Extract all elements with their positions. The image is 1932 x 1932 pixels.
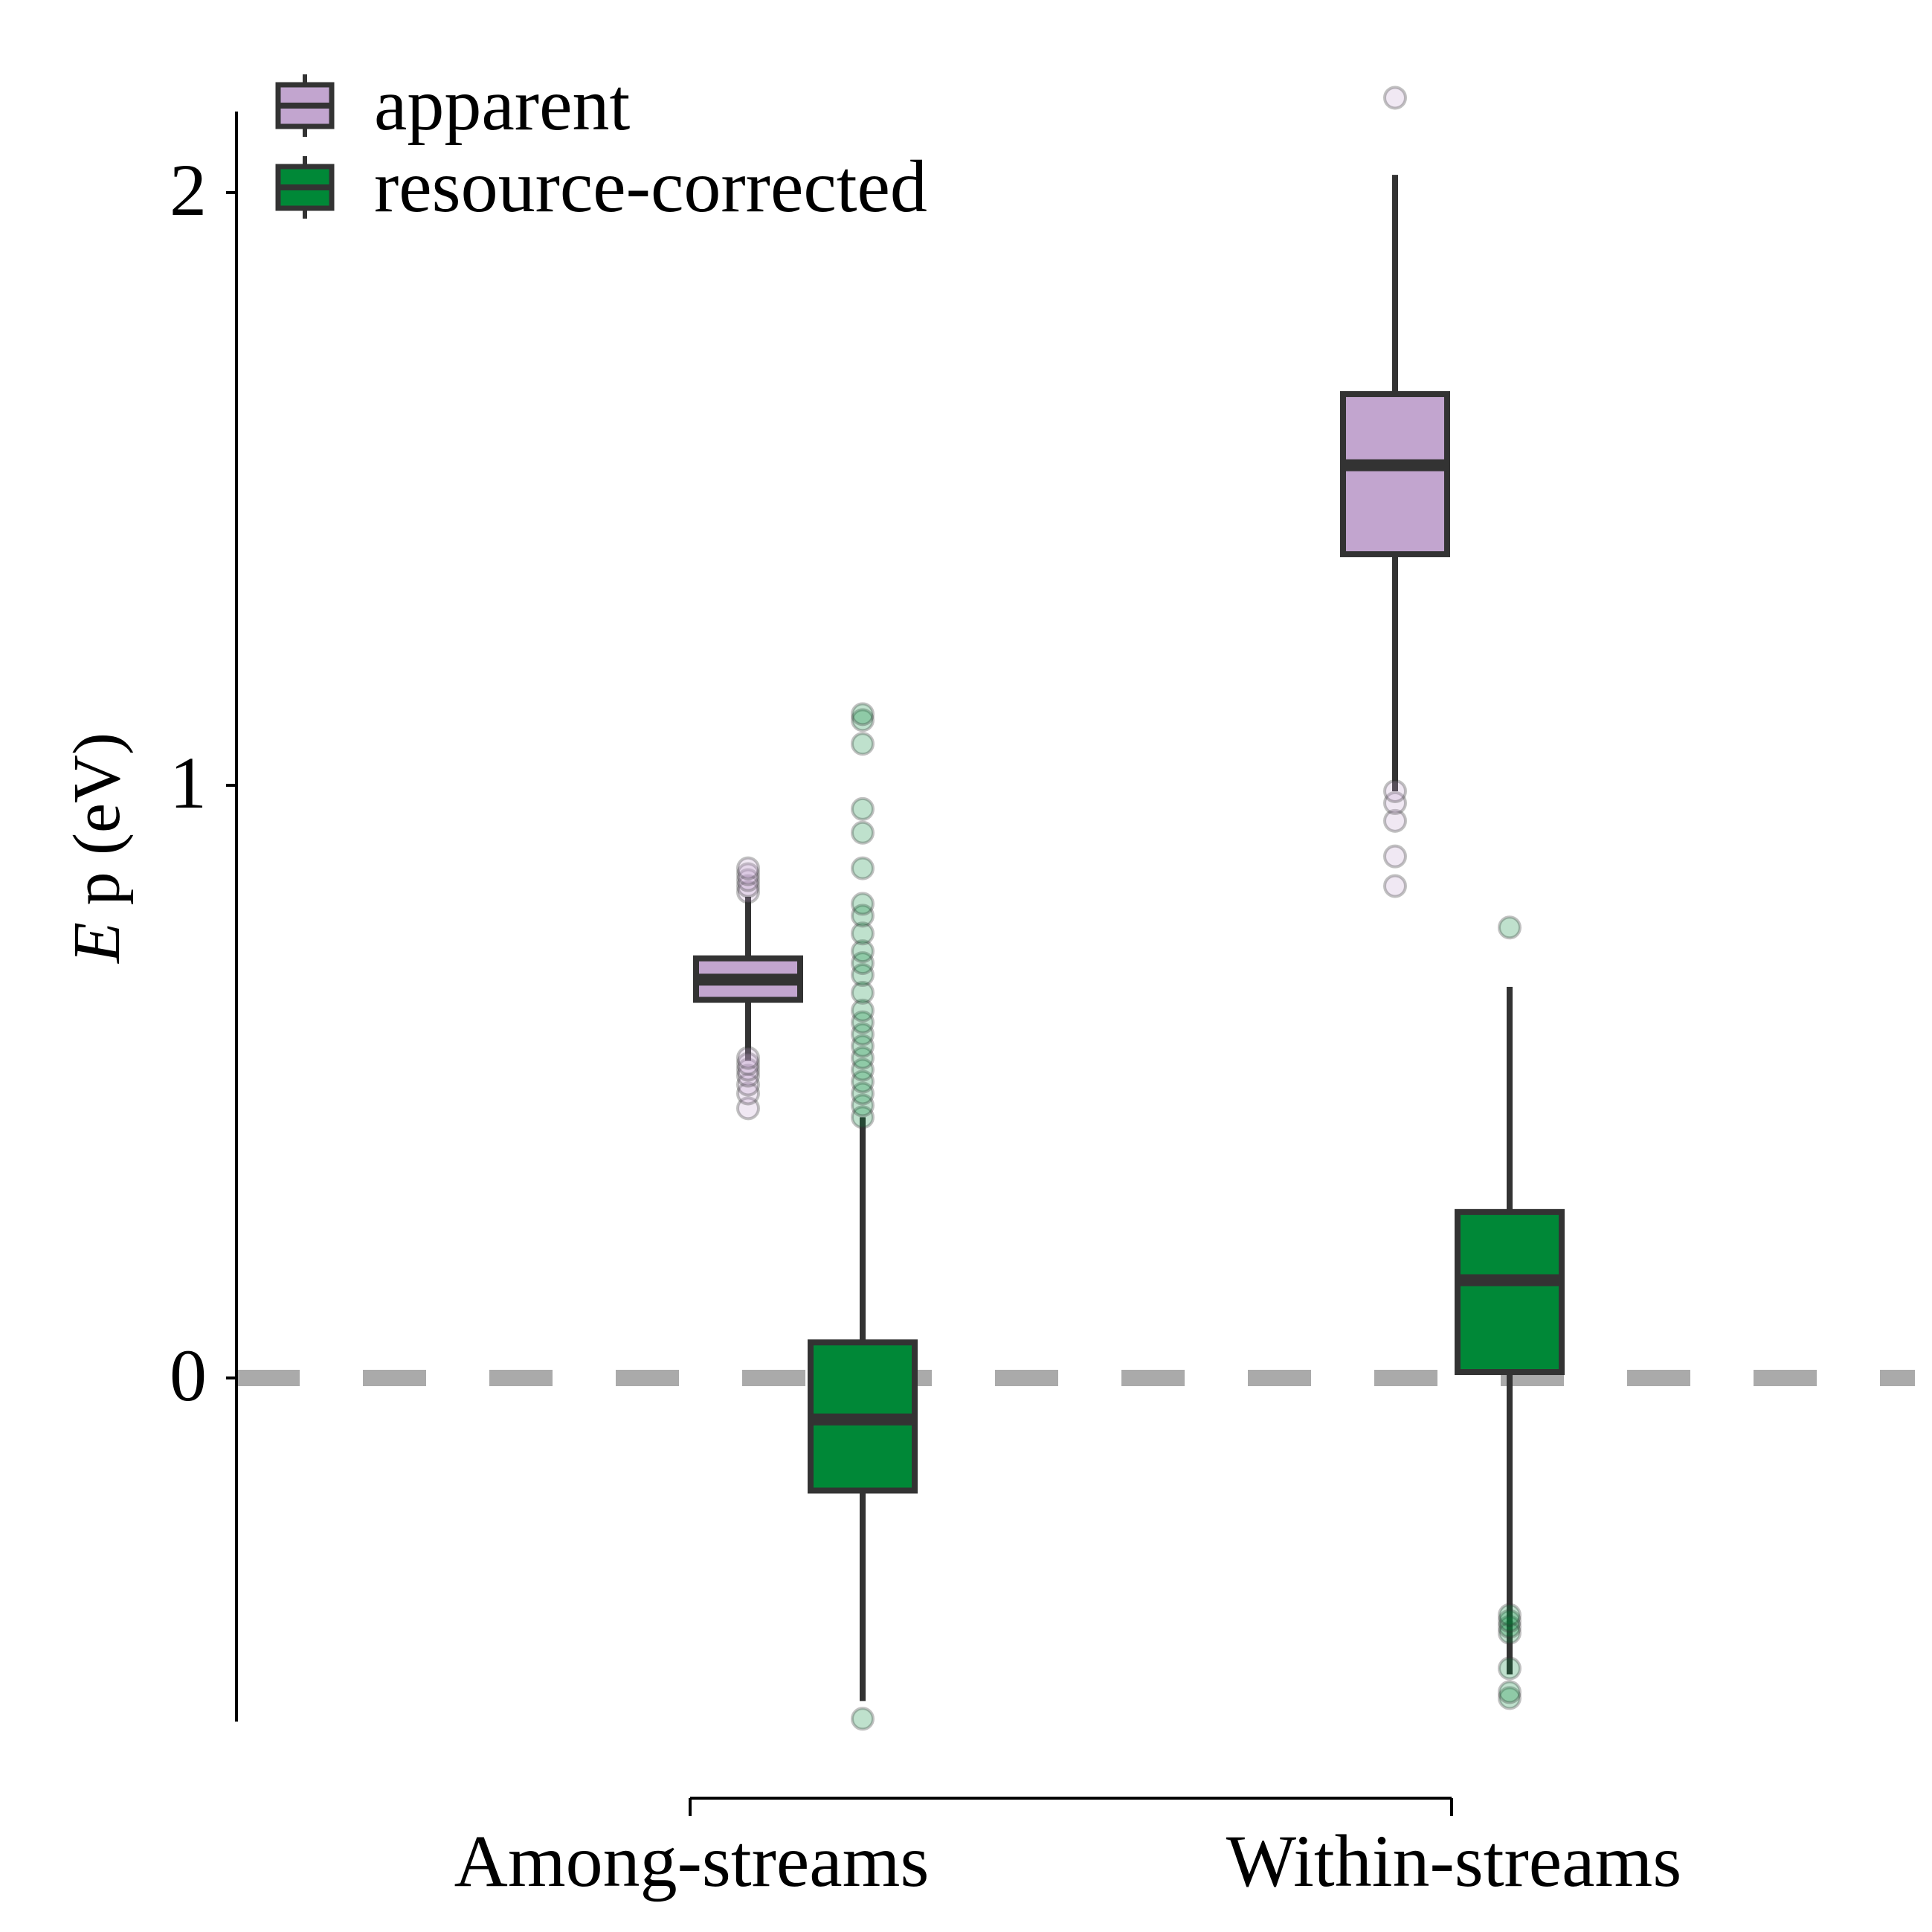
outlier-point (1498, 1614, 1522, 1639)
outlier-point (736, 862, 760, 886)
outlier-point (851, 1057, 875, 1082)
x-category-label: Among-streams (454, 1820, 930, 1902)
outlier-point (736, 874, 760, 898)
outlier-point (1498, 1680, 1522, 1704)
x-category-label: Within-streams (1226, 1820, 1682, 1902)
outlier-point (1383, 779, 1407, 803)
outlier-point (851, 1707, 875, 1731)
outlier-point (851, 820, 875, 845)
outlier-point (851, 904, 875, 928)
outlier-point (1498, 1609, 1522, 1633)
legend-label: apparent (374, 63, 630, 146)
y-tick-label: 0 (170, 1334, 207, 1417)
outlier-point (736, 1057, 760, 1082)
outlier-point (851, 939, 875, 964)
outlier-point (736, 1063, 760, 1088)
outlier-point (851, 1022, 875, 1046)
outlier-point (736, 856, 760, 880)
outlier-point (851, 702, 875, 727)
box-group (1340, 175, 1450, 791)
outlier-point (1383, 844, 1407, 869)
outlier-point (1383, 790, 1407, 815)
legend-item: apparent (275, 63, 630, 146)
axes: 0 1 2 Among-streams Within-streams (170, 112, 1681, 1902)
outlier-point (851, 980, 875, 1005)
boxes-layer (693, 175, 1565, 1701)
outlier-point (1383, 874, 1407, 898)
outlier-point (851, 892, 875, 916)
outlier-point (736, 1046, 760, 1070)
outlier-point (851, 1093, 875, 1118)
outlier-point (1498, 1686, 1522, 1710)
outlier-point (736, 1072, 760, 1097)
legend-item: resource-corrected (275, 145, 927, 228)
y-axis-label-symbol: E (60, 922, 134, 965)
outlier-point (1498, 1656, 1522, 1681)
y-axis-label-unit: p (eV) (60, 732, 134, 922)
box-iqr (1455, 1208, 1565, 1376)
outlier-point (1383, 808, 1407, 833)
outlier-point (1498, 1620, 1522, 1645)
outlier-point (736, 1052, 760, 1076)
outlier-point (736, 1096, 760, 1121)
outlier-point (851, 732, 875, 756)
outlier-point (851, 796, 875, 821)
y-axis-label: E p (eV) (60, 732, 134, 965)
outlier-point (851, 921, 875, 946)
legend-label: resource-corrected (374, 145, 927, 228)
y-tick-label: 2 (170, 149, 207, 231)
box-iqr (1340, 390, 1450, 558)
outlier-point (851, 1081, 875, 1106)
outlier-point (851, 963, 875, 988)
box-group (1455, 986, 1565, 1675)
outlier-point (736, 1081, 760, 1106)
outlier-point (1498, 1603, 1522, 1627)
outlier-point (851, 856, 875, 880)
outlier-point (1383, 86, 1407, 110)
box-group (808, 1117, 918, 1701)
outlier-point (736, 880, 760, 904)
outlier-point (851, 1010, 875, 1034)
box-group (693, 896, 803, 1061)
outlier-point (851, 708, 875, 732)
outlier-point (1498, 915, 1522, 940)
outlier-point (851, 998, 875, 1023)
outliers-layer (736, 86, 1522, 1731)
outlier-point (851, 1105, 875, 1130)
outlier-point (851, 1069, 875, 1094)
outlier-point (851, 1034, 875, 1058)
outlier-point (851, 951, 875, 976)
outlier-point (851, 1046, 875, 1070)
y-tick-label: 1 (170, 741, 207, 824)
outlier-point (736, 868, 760, 892)
